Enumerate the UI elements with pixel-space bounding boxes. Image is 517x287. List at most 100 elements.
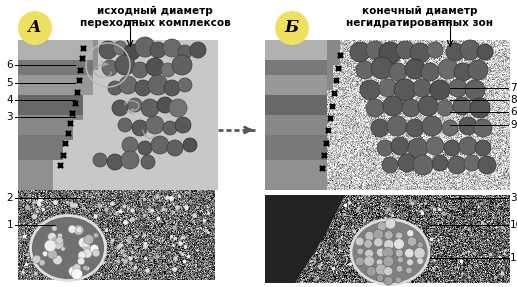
Polygon shape xyxy=(53,40,218,190)
Circle shape xyxy=(385,218,396,229)
Bar xyxy=(18,40,93,60)
Circle shape xyxy=(384,240,394,250)
Circle shape xyxy=(83,249,92,258)
Circle shape xyxy=(107,154,123,170)
Circle shape xyxy=(446,43,464,61)
Circle shape xyxy=(406,267,412,274)
Circle shape xyxy=(405,59,425,79)
Circle shape xyxy=(78,255,82,259)
Ellipse shape xyxy=(31,216,105,280)
Circle shape xyxy=(69,266,79,277)
Circle shape xyxy=(71,269,82,280)
Circle shape xyxy=(376,248,385,257)
Circle shape xyxy=(454,63,472,81)
Circle shape xyxy=(398,154,416,172)
Bar xyxy=(265,135,330,160)
Circle shape xyxy=(459,117,477,135)
Circle shape xyxy=(417,242,423,248)
Polygon shape xyxy=(265,40,340,190)
Bar xyxy=(18,160,93,190)
Circle shape xyxy=(444,140,460,156)
Circle shape xyxy=(408,138,428,158)
Circle shape xyxy=(108,81,122,95)
Circle shape xyxy=(172,55,192,75)
Circle shape xyxy=(377,140,393,156)
Circle shape xyxy=(460,40,480,60)
Circle shape xyxy=(376,264,387,276)
Circle shape xyxy=(48,233,56,241)
Circle shape xyxy=(132,62,148,78)
Bar xyxy=(265,60,327,75)
Circle shape xyxy=(376,274,384,282)
Circle shape xyxy=(414,247,425,259)
Circle shape xyxy=(365,249,373,258)
Circle shape xyxy=(53,255,62,265)
Text: 5: 5 xyxy=(6,78,13,88)
Circle shape xyxy=(84,234,94,245)
Circle shape xyxy=(364,240,372,248)
Text: Б: Б xyxy=(285,20,299,36)
Circle shape xyxy=(427,42,443,58)
Circle shape xyxy=(396,277,401,283)
Circle shape xyxy=(115,55,135,75)
Text: 7: 7 xyxy=(510,83,516,93)
Bar xyxy=(265,60,330,75)
Circle shape xyxy=(113,41,127,55)
Circle shape xyxy=(448,156,466,174)
Bar xyxy=(18,95,93,115)
Circle shape xyxy=(78,251,86,259)
Circle shape xyxy=(432,155,448,171)
Bar xyxy=(265,95,327,115)
Circle shape xyxy=(364,256,374,266)
Circle shape xyxy=(459,137,477,155)
Circle shape xyxy=(384,231,393,239)
Polygon shape xyxy=(265,40,340,190)
Circle shape xyxy=(178,45,192,59)
Circle shape xyxy=(398,257,403,263)
Circle shape xyxy=(121,151,139,169)
Circle shape xyxy=(99,41,117,59)
Circle shape xyxy=(410,43,430,63)
Circle shape xyxy=(94,233,98,238)
Circle shape xyxy=(138,141,152,155)
Circle shape xyxy=(275,11,309,45)
Circle shape xyxy=(396,265,403,272)
Text: 8: 8 xyxy=(510,95,516,105)
Circle shape xyxy=(57,234,62,238)
Circle shape xyxy=(407,230,414,237)
Circle shape xyxy=(83,240,90,247)
Text: 2: 2 xyxy=(6,193,13,203)
Circle shape xyxy=(183,138,197,152)
Circle shape xyxy=(82,243,90,251)
Text: А: А xyxy=(28,20,42,36)
Circle shape xyxy=(379,42,401,64)
Circle shape xyxy=(426,137,444,155)
Circle shape xyxy=(175,117,191,133)
Circle shape xyxy=(356,61,374,79)
Circle shape xyxy=(376,259,383,265)
Circle shape xyxy=(132,120,148,136)
Circle shape xyxy=(93,153,107,167)
Bar xyxy=(265,40,330,60)
Bar xyxy=(265,40,327,60)
Circle shape xyxy=(418,96,438,116)
Circle shape xyxy=(90,245,99,253)
Circle shape xyxy=(93,249,100,257)
Circle shape xyxy=(18,11,52,45)
Text: 9: 9 xyxy=(510,120,516,130)
Bar xyxy=(265,115,327,135)
Circle shape xyxy=(146,116,164,134)
Circle shape xyxy=(102,60,118,76)
Circle shape xyxy=(371,57,393,79)
Circle shape xyxy=(383,96,403,116)
Circle shape xyxy=(48,249,57,259)
Circle shape xyxy=(76,227,82,233)
Circle shape xyxy=(465,80,485,100)
Circle shape xyxy=(402,99,420,117)
Polygon shape xyxy=(300,40,510,190)
Circle shape xyxy=(360,80,380,100)
Circle shape xyxy=(135,37,155,57)
Circle shape xyxy=(442,120,458,136)
Bar xyxy=(265,75,330,95)
Bar xyxy=(265,160,327,190)
